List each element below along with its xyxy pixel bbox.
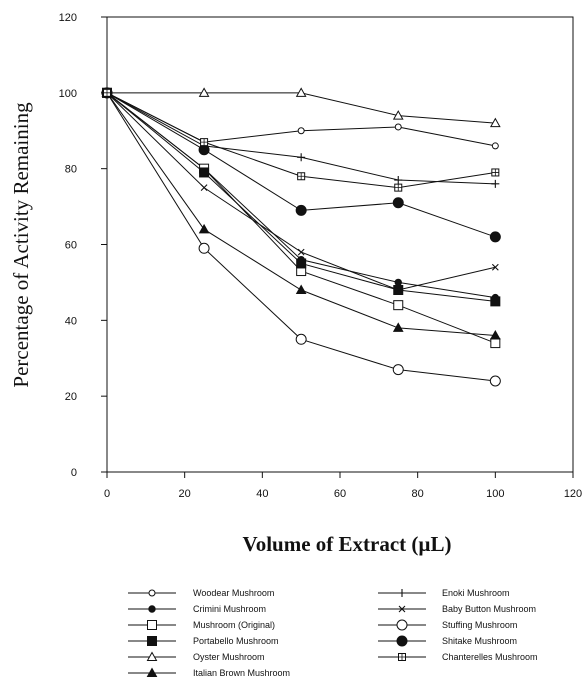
data-point [392, 322, 404, 332]
legend-marker [147, 636, 157, 646]
y-tick-label: 60 [65, 240, 77, 252]
data-point [295, 333, 307, 345]
data-point [490, 296, 501, 307]
legend: Woodear Mushroom Crimini Mushroom Mushroom… [128, 588, 538, 678]
legend-marker [396, 635, 408, 647]
x-tick-label: 60 [334, 488, 346, 500]
data-point [491, 142, 499, 150]
legend-marker [398, 653, 406, 661]
data-point [394, 176, 403, 185]
y-axis-label: Percentage of Activity Remaining [9, 102, 33, 388]
data-point [392, 197, 404, 209]
y-tick-label: 100 [59, 88, 77, 100]
x-tick-label: 120 [564, 488, 582, 500]
data-point [489, 329, 501, 340]
series-markers [101, 87, 501, 387]
data-point [394, 278, 402, 287]
data-point [199, 167, 210, 178]
legend-item: Baby Button Mushroom [378, 604, 536, 614]
legend-marker [148, 605, 156, 613]
legend-marker [147, 620, 157, 630]
legend-label: Baby Button Mushroom [442, 604, 536, 614]
data-point [198, 144, 210, 156]
data-point [200, 184, 208, 192]
data-point [394, 123, 402, 131]
legend-marker [148, 589, 156, 597]
legend-label: Mushroom (Original) [193, 620, 275, 630]
x-tick-label: 100 [486, 488, 504, 500]
legend-item: Portabello Mushroom [128, 636, 279, 646]
data-point [297, 248, 305, 256]
legend-marker [398, 589, 406, 597]
data-point [297, 153, 306, 162]
data-point [489, 117, 501, 128]
x-tick-label: 80 [412, 488, 424, 500]
plot-area-frame [106, 16, 574, 473]
legend-label: Portabello Mushroom [193, 636, 279, 646]
legend-label: Crimini Mushroom [193, 604, 266, 614]
x-tick-label: 40 [256, 488, 268, 500]
y-tick-label: 80 [65, 164, 77, 176]
legend-item: Crimini Mushroom [128, 604, 266, 614]
legend-marker [146, 651, 158, 661]
x-axis-ticks: 0 20 40 60 80 100 120 [104, 472, 582, 500]
data-point [295, 87, 307, 97]
legend-item: Stuffing Mushroom [378, 619, 517, 631]
y-tick-label: 120 [59, 12, 77, 24]
legend-item: Oyster Mushroom [128, 651, 265, 662]
legend-item: Chanterelles Mushroom [378, 652, 538, 662]
x-tick-label: 0 [104, 488, 110, 500]
data-point [392, 364, 404, 376]
data-point [490, 338, 501, 349]
y-axis-ticks: 0 20 40 60 80 100 120 [59, 12, 107, 479]
data-point [198, 242, 210, 254]
data-point [393, 300, 404, 311]
x-axis-label: Volume of Extract (µL) [242, 532, 451, 556]
data-point [491, 168, 499, 176]
data-point [297, 172, 305, 180]
legend-item: Woodear Mushroom [128, 588, 274, 598]
data-point [394, 184, 402, 192]
y-tick-label: 0 [71, 467, 77, 479]
legend-label: Enoki Mushroom [442, 588, 510, 598]
data-point [491, 263, 499, 271]
series-line-5 [107, 92, 496, 124]
series-11-points [103, 88, 500, 192]
data-point [491, 179, 500, 188]
legend-marker [398, 605, 406, 613]
legend-marker [396, 619, 408, 631]
legend-label: Chanterelles Mushroom [442, 652, 538, 662]
legend-label: Oyster Mushroom [193, 652, 265, 662]
series-1-points [103, 89, 499, 150]
data-point [295, 204, 307, 216]
data-point [392, 110, 404, 120]
legend-item: Italian Brown Mushroom [128, 667, 290, 678]
legend-item: Shitake Mushroom [378, 635, 517, 647]
data-point [489, 375, 501, 387]
data-point [295, 284, 307, 294]
data-point [297, 127, 305, 135]
data-point [489, 231, 501, 243]
legend-label: Woodear Mushroom [193, 588, 274, 598]
data-point [200, 138, 208, 146]
y-tick-label: 20 [65, 391, 77, 403]
data-point [296, 258, 307, 269]
data-point [198, 87, 210, 97]
series-10-points [101, 87, 501, 243]
legend-label: Stuffing Mushroom [442, 620, 517, 630]
legend-marker [146, 667, 158, 677]
data-point [394, 286, 402, 294]
data-point [198, 223, 210, 234]
x-tick-label: 20 [179, 488, 191, 500]
legend-label: Italian Brown Mushroom [193, 668, 290, 678]
legend-item: Mushroom (Original) [128, 620, 275, 630]
legend-label: Shitake Mushroom [442, 636, 517, 646]
legend-item: Enoki Mushroom [378, 588, 510, 598]
y-tick-label: 40 [65, 315, 77, 327]
data-point [103, 89, 111, 97]
